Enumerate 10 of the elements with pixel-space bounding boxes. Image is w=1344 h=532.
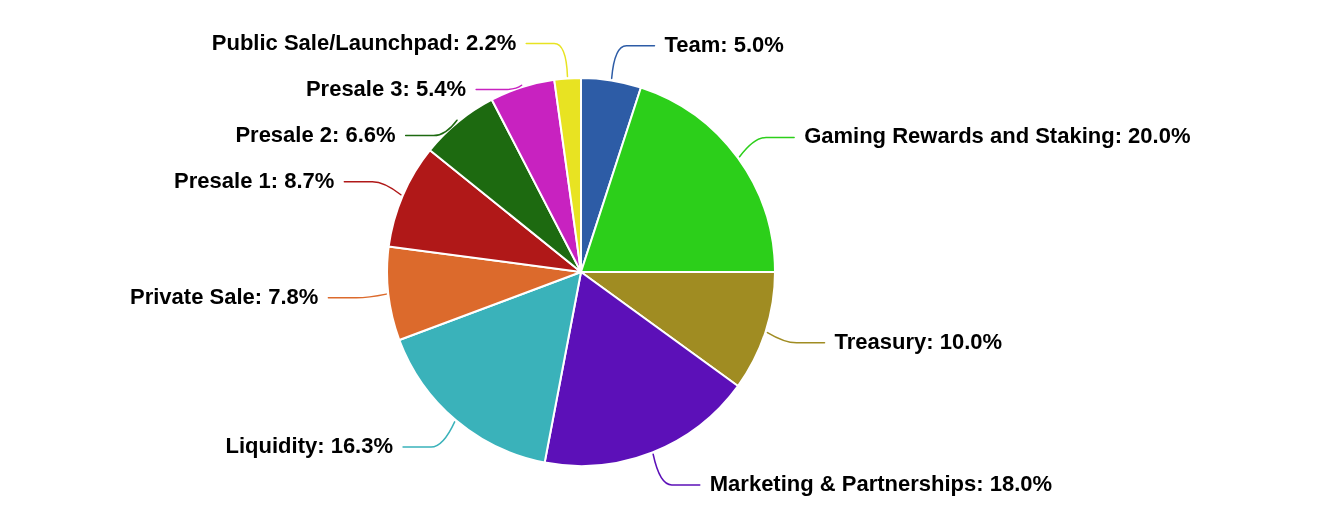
slice-label: Public Sale/Launchpad: 2.2%: [211, 29, 517, 55]
slice-label: Team: 5.0%: [664, 31, 784, 57]
slice-label: Treasury: 10.0%: [834, 328, 1003, 354]
slice-label: Presale 1: 8.7%: [174, 167, 335, 193]
slice-label: Presale 2: 6.6%: [235, 121, 396, 147]
slice-label: Gaming Rewards and Staking: 20.0%: [804, 123, 1191, 149]
slice-label: Presale 3: 5.4%: [305, 75, 467, 101]
slice-label: Liquidity: 16.3%: [225, 433, 394, 459]
slice-label: Marketing & Partnerships: 18.0%: [709, 470, 1053, 496]
slice-label: Private Sale: 7.8%: [130, 283, 319, 309]
